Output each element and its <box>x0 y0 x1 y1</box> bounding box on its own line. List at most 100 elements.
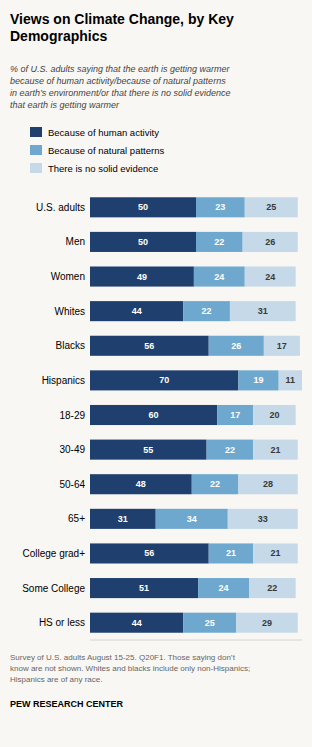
data-label: 51 <box>139 583 149 593</box>
data-label: 11 <box>286 375 296 385</box>
bar-segment <box>238 474 297 494</box>
text-line: in earth’s environment/or that there is … <box>10 88 230 98</box>
category-labels: U.S. adultsMenWomenWhitesBlacksHispanics… <box>22 202 85 628</box>
bar-segment <box>236 613 297 633</box>
data-label: 22 <box>210 479 220 489</box>
bar-segment <box>253 543 298 563</box>
bar-segment <box>90 267 194 287</box>
legend-swatch <box>30 127 42 137</box>
chart: Views on Climate Change, by KeyDemograph… <box>0 0 312 747</box>
text-line: Demographics <box>10 28 107 44</box>
category-label: 65+ <box>68 513 85 524</box>
category-label: Whites <box>54 306 85 317</box>
bar-segment <box>90 440 207 460</box>
data-label: 60 <box>149 410 159 420</box>
bar-segment <box>228 509 298 529</box>
data-label: 22 <box>267 583 277 593</box>
bar-segment <box>243 232 298 252</box>
data-label: 21 <box>270 548 280 558</box>
legend-swatch <box>30 145 42 155</box>
bar-segment <box>90 613 183 633</box>
bar-segment <box>90 370 238 390</box>
category-label: 50-64 <box>59 479 85 490</box>
bar-segment <box>253 440 298 460</box>
bar-segment <box>245 267 296 287</box>
data-label: 19 <box>254 375 264 385</box>
footer: Survey of U.S. adults August 15-25. Q20F… <box>10 653 250 684</box>
data-label: 56 <box>144 548 154 558</box>
data-label: 24 <box>214 272 224 282</box>
text-line: that earth is getting warmer <box>10 100 120 110</box>
data-label: 17 <box>277 341 287 351</box>
text-line: % of U.S. adults saying that the earth i… <box>10 64 231 74</box>
bar-segment <box>264 336 300 356</box>
text-line: Hispanics are of any race. <box>10 675 103 684</box>
legend-label: Because of human activity <box>48 127 159 138</box>
data-label: 56 <box>144 341 154 351</box>
bar-segment <box>90 509 156 529</box>
bar-segment <box>183 301 230 321</box>
data-label: 44 <box>132 306 142 316</box>
category-label: Some College <box>22 583 85 594</box>
text-line: know are not shown. Whites and blacks in… <box>10 664 250 673</box>
data-label: 25 <box>205 618 215 628</box>
source: PEW RESEARCH CENTER <box>10 699 124 709</box>
data-label: 21 <box>226 548 236 558</box>
bar-segment <box>196 197 245 217</box>
bar-segment <box>279 370 302 390</box>
category-label: Blacks <box>56 340 85 351</box>
category-label: 18-29 <box>59 410 85 421</box>
bar-segment <box>90 578 198 598</box>
bar-segment <box>245 197 298 217</box>
bar-segment <box>194 267 245 287</box>
bar-segment <box>209 336 264 356</box>
subtitle: % of U.S. adults saying that the earth i… <box>10 64 231 110</box>
category-label: HS or less <box>39 617 85 628</box>
bar-segment <box>90 474 192 494</box>
data-label: 49 <box>137 272 147 282</box>
bar-segment <box>238 370 278 390</box>
data-label: 20 <box>269 410 279 420</box>
title: Views on Climate Change, by KeyDemograph… <box>10 11 234 44</box>
bar-segment <box>196 232 243 252</box>
category-label: U.S. adults <box>36 202 85 213</box>
legend-label: Because of natural patterns <box>48 145 164 156</box>
data-label: 29 <box>262 618 272 628</box>
bars <box>90 197 302 632</box>
data-label: 50 <box>138 202 148 212</box>
data-label: 55 <box>143 445 153 455</box>
data-labels: 5023255022264924244422315626177019116017… <box>118 202 295 627</box>
x-axis-line <box>90 640 302 641</box>
bar-segment <box>217 405 253 425</box>
data-label: 23 <box>215 202 225 212</box>
bar-segment <box>156 509 228 529</box>
bar-segment <box>90 197 196 217</box>
bar-segment <box>198 578 249 598</box>
bar-segment <box>90 405 217 425</box>
bar-segment <box>230 301 296 321</box>
text-line: Survey of U.S. adults August 15-25. Q20F… <box>10 653 236 662</box>
data-label: 34 <box>187 514 197 524</box>
data-label: 50 <box>138 237 148 247</box>
bar-segment <box>249 578 296 598</box>
text-line: Views on Climate Change, by Key <box>10 11 234 27</box>
data-label: 22 <box>202 306 212 316</box>
category-label: 30-49 <box>59 444 85 455</box>
data-label: 31 <box>258 306 268 316</box>
data-label: 21 <box>270 445 280 455</box>
legend-swatch <box>30 163 42 173</box>
data-label: 28 <box>263 479 273 489</box>
bar-segment <box>183 613 236 633</box>
text-line: because of human activity/because of nat… <box>10 76 226 86</box>
category-label: Men <box>66 236 85 247</box>
data-label: 25 <box>266 202 276 212</box>
data-label: 26 <box>265 237 275 247</box>
bar-segment <box>90 336 209 356</box>
bar-segment <box>209 543 254 563</box>
data-label: 48 <box>136 479 146 489</box>
data-label: 70 <box>159 375 169 385</box>
legend-label: There is no solid evidence <box>48 163 158 174</box>
bar-segment <box>207 440 254 460</box>
data-label: 24 <box>219 583 229 593</box>
bar-segment <box>90 232 196 252</box>
